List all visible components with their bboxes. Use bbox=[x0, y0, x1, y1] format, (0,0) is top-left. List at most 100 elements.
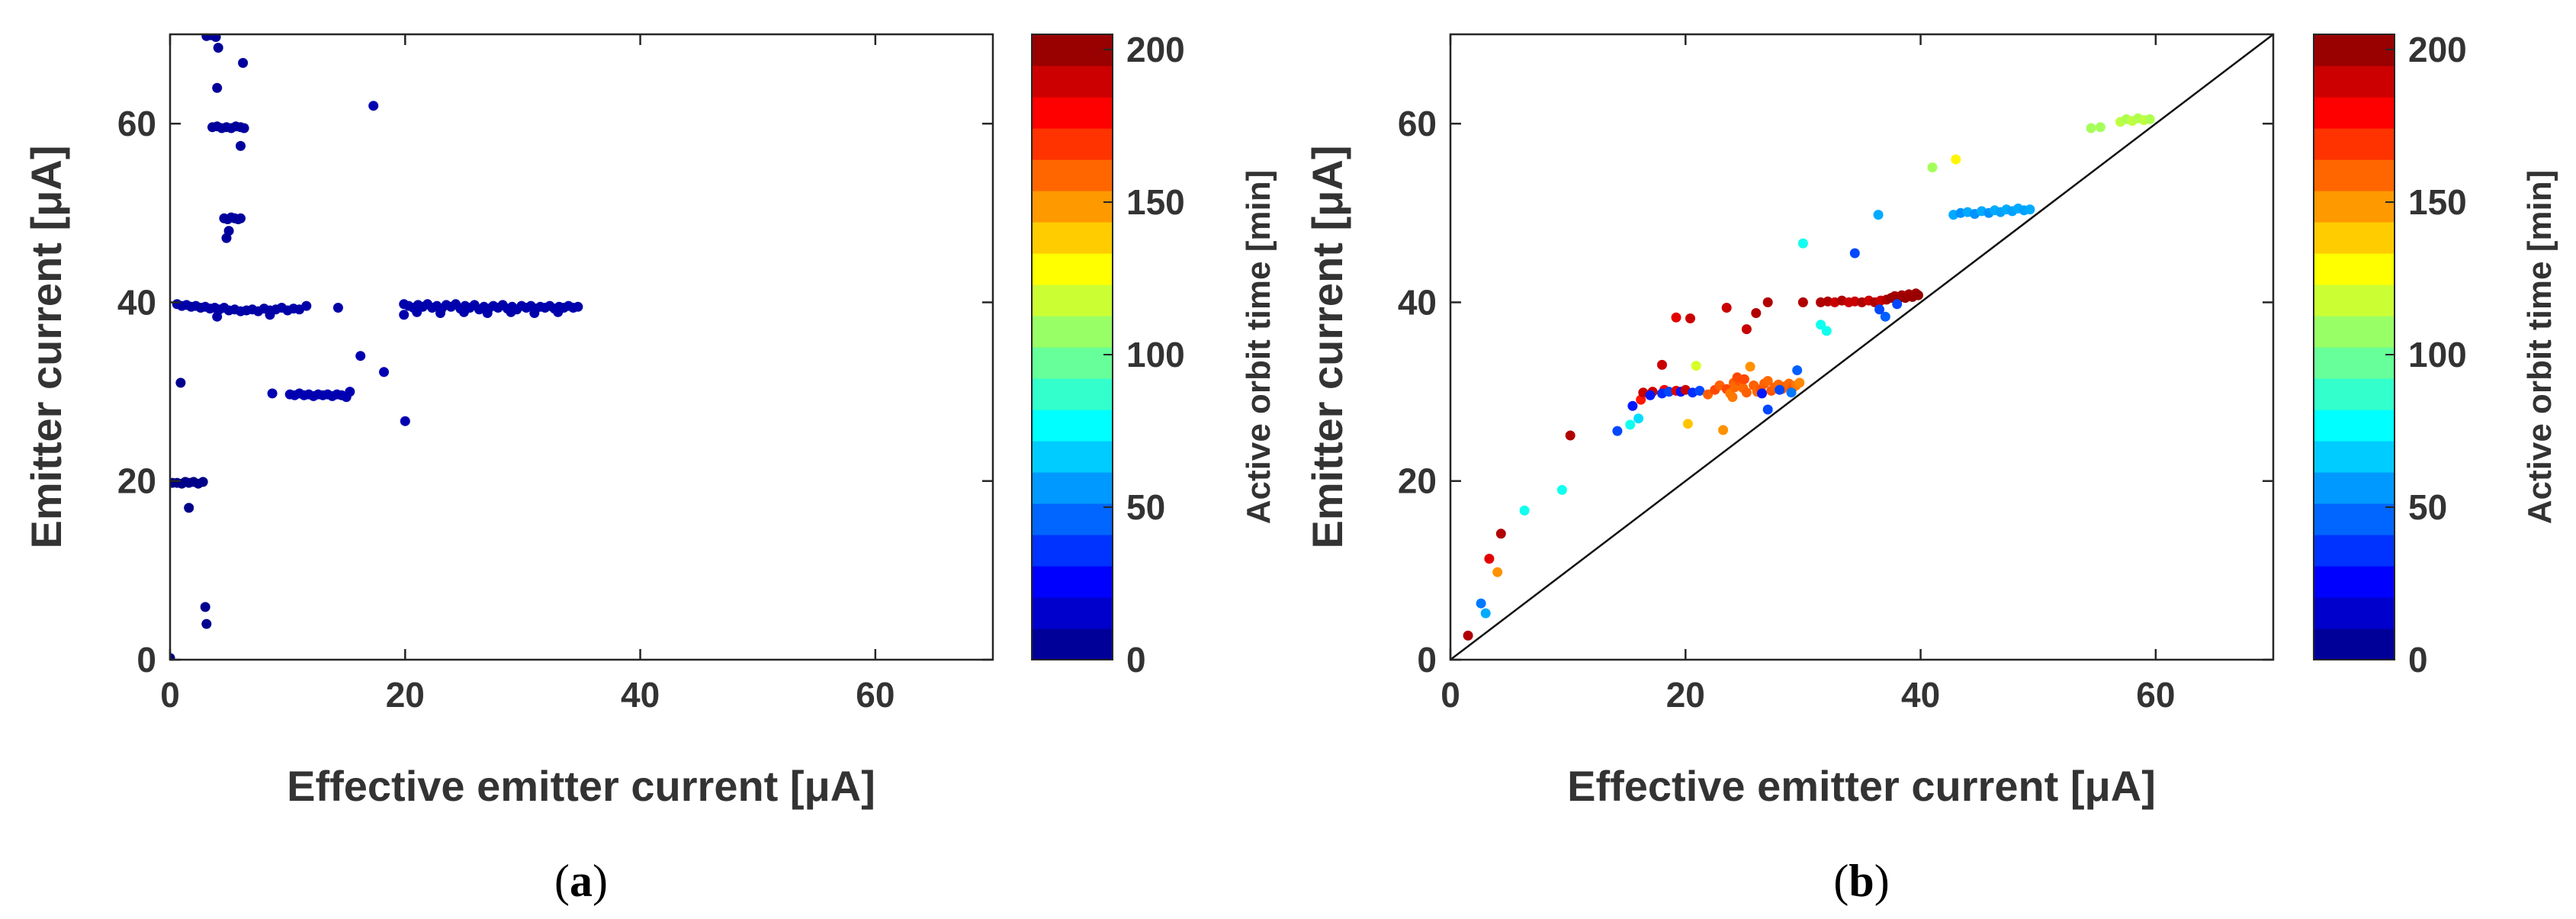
data-point bbox=[399, 310, 410, 320]
y-tick-label: 60 bbox=[117, 104, 156, 143]
colorbar-band bbox=[2314, 503, 2395, 535]
colorbar-band bbox=[1032, 410, 1113, 442]
y-tick-label: 40 bbox=[1398, 282, 1437, 322]
data-point bbox=[2086, 123, 2096, 133]
colorbar-tick-label: 150 bbox=[1126, 182, 1185, 222]
x-tick-label: 40 bbox=[1901, 675, 1940, 715]
colorbar-band bbox=[2314, 472, 2395, 504]
x-tick-label: 0 bbox=[160, 675, 180, 715]
data-point bbox=[1625, 419, 1636, 430]
colorbar-band bbox=[1032, 566, 1113, 598]
y-tick-label: 0 bbox=[1417, 640, 1437, 680]
x-tick-label: 20 bbox=[1666, 675, 1705, 715]
data-point bbox=[265, 310, 275, 320]
data-point bbox=[170, 653, 175, 660]
data-point bbox=[1762, 297, 1773, 307]
data-point bbox=[553, 307, 564, 317]
y-axis-label-a: Emitter current [μA] bbox=[22, 146, 70, 549]
data-point bbox=[239, 123, 249, 133]
data-point bbox=[1645, 390, 1656, 400]
colorbar-band bbox=[1032, 378, 1113, 410]
colorbar-band bbox=[1032, 597, 1113, 629]
data-point bbox=[400, 416, 410, 426]
data-point bbox=[1612, 426, 1623, 436]
colorbar-ticks-b: 0 50 100 150 200 bbox=[2385, 30, 2467, 680]
data-point bbox=[1762, 404, 1773, 415]
colorbar-band bbox=[1032, 159, 1113, 191]
colorbar-label-b: Active orbit time [min] bbox=[2521, 170, 2558, 525]
colorbar-band bbox=[2314, 159, 2395, 191]
data-point bbox=[212, 311, 223, 322]
data-point bbox=[1463, 630, 1473, 641]
data-point bbox=[2095, 122, 2105, 133]
colorbar-band bbox=[1032, 316, 1113, 348]
data-point bbox=[435, 308, 445, 318]
panel-a: 0 20 40 60 0 20 40 60 Emitter current [μA] Eff… bbox=[22, 30, 1277, 906]
colorbar-band bbox=[1032, 503, 1113, 535]
colorbar-band bbox=[2314, 628, 2395, 660]
y-tick-label: 0 bbox=[137, 640, 156, 680]
colorbar-band bbox=[2314, 347, 2395, 379]
data-point bbox=[223, 226, 234, 236]
colorbar-band bbox=[2314, 441, 2395, 473]
data-point bbox=[482, 308, 493, 318]
colorbar-tick-label: 50 bbox=[2408, 487, 2447, 527]
data-point bbox=[1816, 320, 1826, 330]
data-point bbox=[458, 307, 469, 317]
data-point bbox=[1821, 326, 1832, 336]
colorbar-frame-a bbox=[1031, 34, 1113, 660]
data-point bbox=[1519, 505, 1530, 516]
data-point bbox=[1691, 361, 1701, 371]
colorbar-band bbox=[1032, 97, 1113, 129]
colorbar-frame-b bbox=[2313, 34, 2395, 660]
data-point bbox=[1671, 312, 1681, 323]
data-point bbox=[1565, 430, 1575, 441]
colorbar-band bbox=[2314, 535, 2395, 567]
data-point bbox=[1786, 387, 1797, 398]
data-point bbox=[1792, 365, 1803, 375]
colorbar-band bbox=[1032, 66, 1113, 98]
colorbar-band bbox=[2314, 97, 2395, 129]
data-point bbox=[1556, 484, 1567, 495]
data-point bbox=[267, 388, 278, 399]
colorbar-band bbox=[1032, 34, 1113, 66]
colorbar-ticks-a: 0 50 100 150 200 bbox=[1103, 30, 1185, 680]
colorbar-band bbox=[2314, 284, 2395, 317]
colorbar-band bbox=[2314, 566, 2395, 598]
data-point bbox=[1751, 308, 1762, 318]
x-tick-label: 40 bbox=[621, 675, 660, 715]
colorbar-band bbox=[2314, 128, 2395, 160]
data-point bbox=[1741, 387, 1752, 398]
colorbar-tick-label: 50 bbox=[1126, 487, 1165, 527]
axes-frame-a bbox=[169, 33, 994, 661]
data-point bbox=[1849, 248, 1860, 259]
data-point bbox=[1727, 392, 1738, 403]
colorbar-band bbox=[2314, 66, 2395, 98]
x-axis-label-b: Effective emitter current [μA] bbox=[1567, 762, 2156, 810]
y-tick-label: 40 bbox=[117, 282, 156, 322]
data-point bbox=[368, 101, 379, 111]
data-point bbox=[1739, 374, 1749, 384]
colorbar-a: 0 50 100 150 200 Active orbit time [min] bbox=[1031, 30, 1277, 680]
data-point bbox=[1682, 419, 1693, 429]
colorbar-band bbox=[1032, 284, 1113, 317]
data-point bbox=[1775, 384, 1785, 395]
x-tick-label: 60 bbox=[2136, 675, 2175, 715]
data-point bbox=[2144, 114, 2155, 124]
colorbar-band bbox=[1032, 128, 1113, 160]
colorbar-band bbox=[1032, 191, 1113, 223]
colorbar-band bbox=[2314, 597, 2395, 629]
data-point bbox=[1476, 598, 1486, 609]
colorbar-band bbox=[1032, 441, 1113, 473]
data-point bbox=[1718, 425, 1729, 435]
data-point bbox=[210, 34, 221, 42]
y-ticks-a: 0 20 40 60 bbox=[117, 104, 993, 680]
data-point bbox=[332, 303, 343, 313]
data-point bbox=[1880, 311, 1890, 322]
data-point bbox=[1951, 154, 1961, 165]
data-point bbox=[1721, 303, 1732, 313]
data-point bbox=[573, 301, 583, 312]
x-tick-label: 20 bbox=[386, 675, 425, 715]
colorbar-b: 0 50 100 150 200 Active orbit time [min] bbox=[2313, 30, 2558, 680]
